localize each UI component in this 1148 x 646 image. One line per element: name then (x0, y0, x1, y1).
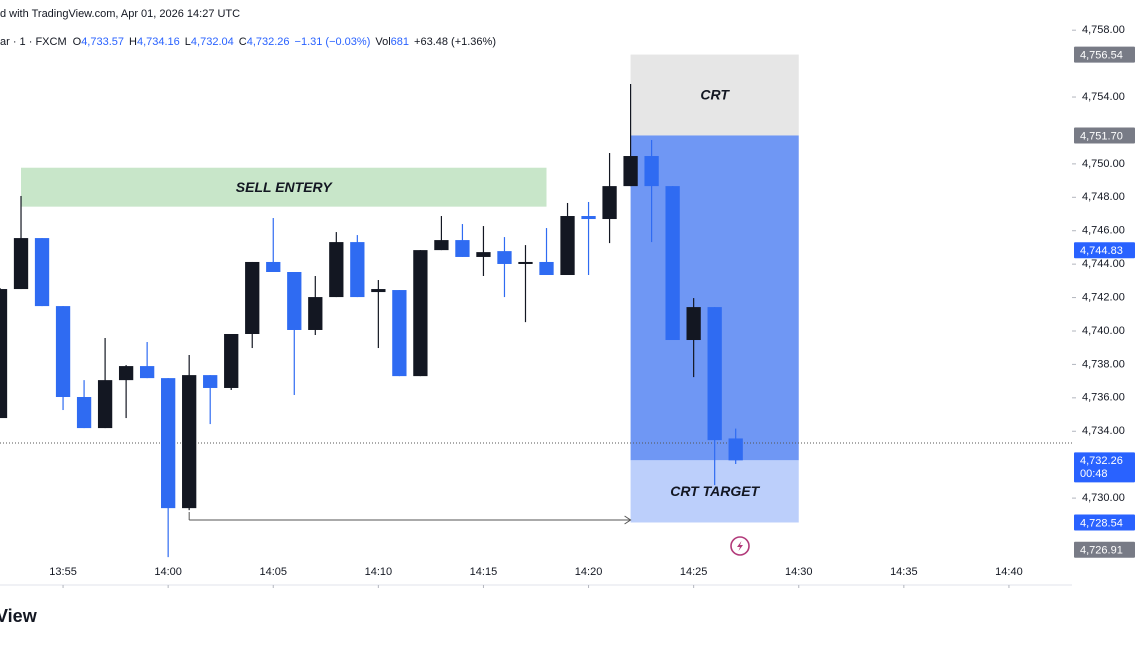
x-tick-label: 14:15 (470, 566, 498, 578)
zone-label: CRT TARGET (670, 483, 760, 499)
price-badge (1074, 127, 1135, 144)
price-badge-countdown: 00:48 (1080, 468, 1108, 480)
candle-body (139, 366, 155, 379)
header-source: d with TradingView.com, Apr 01, 2026 14:… (0, 8, 240, 20)
x-tick-label: 14:00 (154, 566, 182, 578)
candle-body (518, 261, 533, 264)
candle-body (266, 261, 281, 272)
y-tick-label: 4,744.00 (1082, 258, 1125, 270)
price-badge (1074, 452, 1135, 483)
candle-body (434, 240, 449, 251)
candle-body (118, 366, 134, 381)
labels: 4,758.00 4,754.00 4,750.00 4,748.00 4,746.00… (49, 24, 1135, 588)
candle-body (161, 378, 176, 509)
y-tick-label: 4,736.00 (1082, 392, 1125, 404)
candle-body (76, 396, 92, 429)
y-tick-label: 4,740.00 (1082, 325, 1125, 337)
x-tick-label: 14:10 (365, 566, 393, 578)
x-tick-label: 13:55 (49, 566, 77, 578)
footer-brand: View (0, 606, 38, 626)
price-badge-label: 4,732.26 (1080, 455, 1123, 467)
candle-body (34, 238, 50, 307)
candle-body (55, 306, 71, 397)
candle-body (413, 250, 428, 377)
candle-body (686, 307, 701, 341)
candle-body (707, 307, 722, 441)
zone-label: SELL ENTERY (236, 179, 334, 195)
price-badge (1074, 242, 1135, 259)
header-item: −1.31 (−0.03%) (295, 36, 371, 48)
price-badge-label: 4,744.83 (1080, 245, 1123, 257)
candle-body (350, 242, 365, 298)
price-badge-label: 4,726.91 (1080, 545, 1123, 557)
candle-body (182, 375, 197, 509)
header-item: H (129, 36, 137, 48)
header-item: Vol (375, 36, 390, 48)
candle-body (602, 186, 617, 220)
candle-body (665, 186, 680, 341)
zone (21, 167, 547, 207)
y-tick-label: 4,730.00 (1082, 492, 1125, 504)
header-item: 681 (391, 36, 409, 48)
candle-body (728, 438, 743, 461)
price-badge (1074, 541, 1135, 558)
header-item: 4,732.04 (191, 36, 234, 48)
candle-body (13, 238, 29, 290)
header-item: 4,732.26 (247, 36, 290, 48)
candle-body (329, 242, 344, 298)
candle-body (644, 156, 659, 187)
zone (630, 54, 799, 136)
candle-body (203, 375, 218, 388)
y-tick-label: 4,748.00 (1082, 191, 1125, 203)
zone-label: CRT (700, 87, 730, 103)
header-item: +63.48 (+1.36%) (414, 36, 496, 48)
header-item: O (73, 36, 82, 48)
y-tick-label: 4,754.00 (1082, 91, 1125, 103)
candle-body (455, 240, 470, 257)
lightning-icon (730, 536, 750, 556)
x-tick-label: 14:40 (995, 566, 1023, 578)
header-item: ar · 1 · FXCM (0, 36, 67, 48)
x-tick-label: 14:05 (259, 566, 287, 578)
y-tick-label: 4,738.00 (1082, 358, 1125, 370)
header-item: L (185, 36, 191, 48)
y-tick-label: 4,750.00 (1082, 158, 1125, 170)
candle-body (224, 333, 239, 388)
candle-body (287, 271, 302, 330)
x-tick-label: 14:25 (680, 566, 708, 578)
price-badge-label: 4,756.54 (1080, 49, 1123, 61)
x-tick-label: 14:20 (575, 566, 603, 578)
candle-body (560, 216, 575, 276)
candle-body (539, 261, 554, 276)
candle-body (581, 216, 596, 220)
x-tick-label: 14:30 (785, 566, 813, 578)
candle-body (308, 297, 323, 330)
y-tick-label: 4,742.00 (1082, 291, 1125, 303)
arrow-head (624, 515, 632, 525)
y-tick-label: 4,758.00 (1082, 24, 1125, 36)
candle-body (245, 261, 260, 334)
x-tick-label: 14:35 (890, 566, 918, 578)
price-badge (1074, 514, 1135, 531)
candle-body (497, 251, 512, 264)
y-tick-label: 4,746.00 (1082, 225, 1125, 237)
candle-body (623, 156, 638, 187)
price-badge-label: 4,728.54 (1080, 517, 1123, 529)
candle-body (371, 289, 386, 293)
header-item: 4,734.16 (137, 36, 180, 48)
candle-body (476, 252, 491, 257)
header-item: 4,733.57 (81, 36, 124, 48)
candles (0, 83, 743, 558)
candle-body (392, 290, 407, 377)
candle-body (97, 380, 113, 429)
header-item: C (239, 36, 247, 48)
price-badge-label: 4,751.70 (1080, 130, 1123, 142)
candle-body (0, 289, 8, 419)
y-tick-label: 4,734.00 (1082, 425, 1125, 437)
price-badge (1074, 46, 1135, 63)
header-ohlc: ar · 1 · FXCM O4,733.57 H4,734.16 L4,732.04… (0, 36, 496, 48)
